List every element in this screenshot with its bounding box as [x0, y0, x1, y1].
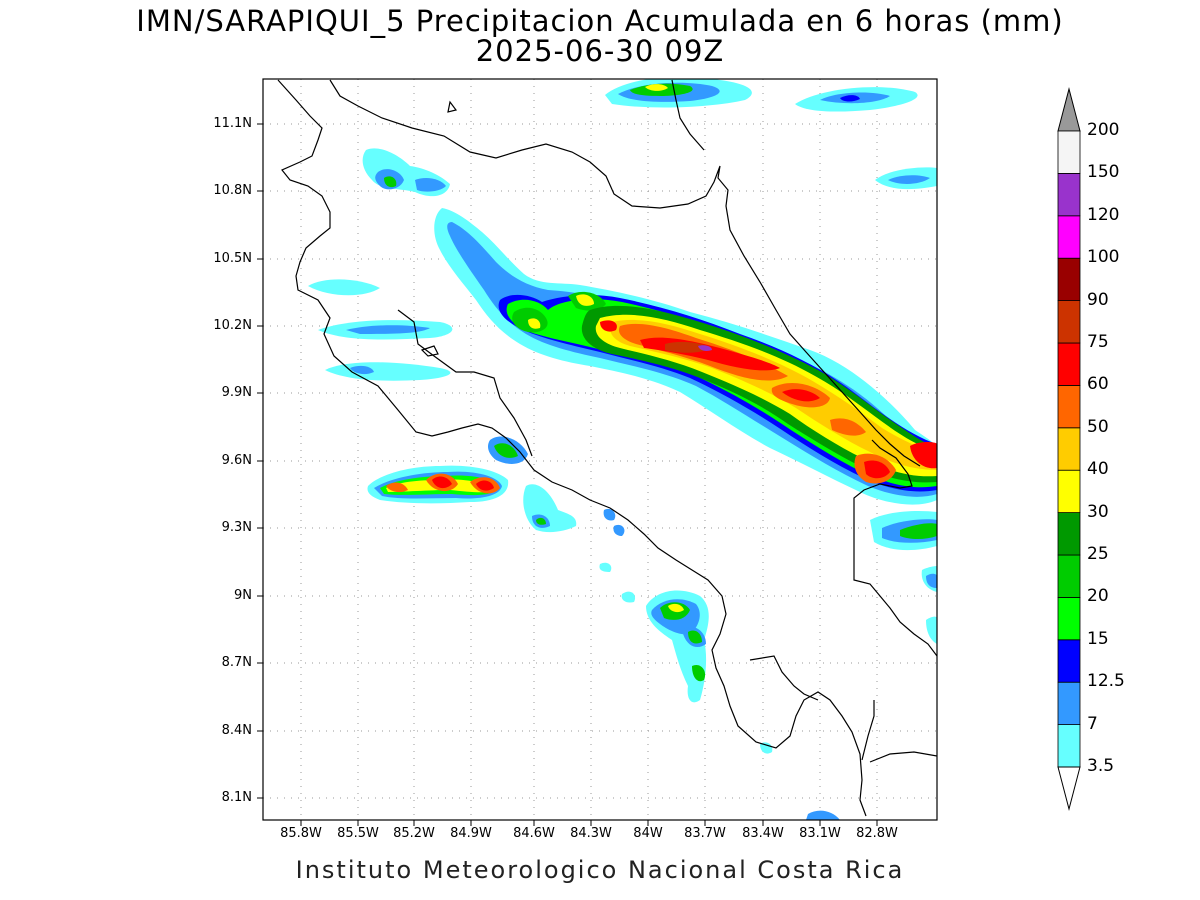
colorbar-bin — [1057, 427, 1081, 471]
precipitation-field — [308, 79, 937, 820]
colorbar-bin — [1057, 342, 1081, 386]
colorbar-level-label: 100 — [1087, 247, 1120, 268]
lon-tick-label: 83.4W — [742, 826, 784, 841]
lat-tick-label: 9.6N — [221, 453, 252, 468]
colorbar-bin — [1057, 384, 1081, 429]
lon-tick-label: 84W — [633, 826, 663, 841]
lon-tick-label: 85.5W — [337, 826, 379, 841]
colorbar-under-arrow — [1057, 766, 1081, 811]
colorbar-bin — [1057, 512, 1081, 556]
lat-tick-label: 11.1N — [213, 116, 252, 131]
colorbar-level-label: 3.5 — [1087, 756, 1115, 776]
map-title: IMN/SARAPIQUI_5 Precipitacion Acumulada … — [136, 4, 1064, 38]
colorbar-bin — [1057, 724, 1081, 768]
colorbar-bin — [1057, 300, 1081, 344]
colorbar-bin — [1057, 215, 1081, 259]
lon-tick-label: 84.3W — [570, 826, 612, 841]
lon-tick-label: 83.1W — [799, 826, 841, 841]
colorbar-bin — [1057, 257, 1081, 302]
lat-tick-label: 9.9N — [221, 385, 252, 400]
tick-marks — [257, 123, 878, 826]
colorbar-level-label: 30 — [1087, 501, 1109, 522]
colorbar-level-label: 75 — [1087, 332, 1109, 352]
colorbar-level-label: 20 — [1087, 586, 1109, 607]
lat-tick-label: 10.5N — [213, 251, 252, 266]
colorbar-bin — [1057, 597, 1081, 641]
lon-tick-label: 84.9W — [450, 826, 492, 841]
colorbar-level-label: 50 — [1087, 416, 1109, 437]
lon-tick-label: 83.7W — [684, 826, 726, 841]
lon-tick-label: 82.8W — [856, 826, 898, 841]
colorbar-level-label: 40 — [1087, 459, 1109, 480]
colorbar-level-label: 150 — [1087, 162, 1120, 183]
colorbar-bin — [1057, 639, 1081, 683]
footer-credit: Instituto Meteorologico Nacional Costa R… — [295, 856, 905, 884]
lat-tick-label: 9N — [234, 588, 252, 603]
colorbar-level-label: 60 — [1087, 374, 1109, 395]
colorbar-level-label: 200 — [1087, 120, 1120, 140]
colorbar-level-label: 12.5 — [1087, 671, 1125, 692]
map-subtitle-datetime: 2025-06-30 09Z — [475, 34, 725, 68]
colorbar-level-label: 7 — [1087, 713, 1098, 734]
map-frame — [262, 78, 938, 821]
lat-tick-label: 9.3N — [221, 520, 252, 535]
colorbar-bin — [1057, 130, 1081, 174]
colorbar — [1057, 87, 1081, 811]
coastline-borders — [277, 79, 937, 817]
colorbar-over-arrow — [1057, 87, 1081, 132]
colorbar-level-label: 15 — [1087, 628, 1109, 649]
lat-tick-label: 8.1N — [221, 790, 252, 805]
colorbar-bin — [1057, 469, 1081, 514]
lat-tick-label: 8.7N — [221, 655, 252, 670]
colorbar-level-label: 90 — [1087, 289, 1109, 310]
colorbar-bin — [1057, 554, 1081, 598]
lon-tick-label: 85.8W — [280, 826, 322, 841]
colorbar-level-label: 25 — [1087, 544, 1109, 564]
lon-tick-label: 85.2W — [393, 826, 435, 841]
lon-tick-label: 84.6W — [513, 826, 555, 841]
colorbar-level-label: 120 — [1087, 204, 1120, 225]
lat-tick-label: 10.8N — [213, 183, 252, 198]
colorbar-bin — [1057, 172, 1081, 217]
lat-tick-label: 8.4N — [221, 723, 252, 738]
lat-tick-label: 10.2N — [213, 318, 252, 333]
colorbar-bin — [1057, 681, 1081, 726]
